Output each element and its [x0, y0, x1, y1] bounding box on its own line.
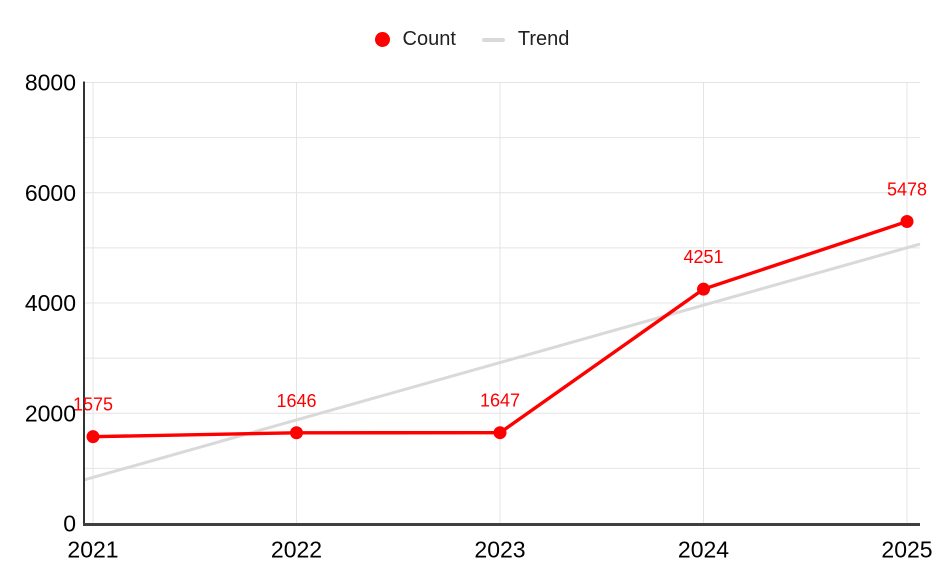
data-label-2021: 1575: [73, 395, 113, 415]
data-point-2024[interactable]: [697, 282, 710, 296]
data-point-2021[interactable]: [86, 430, 100, 444]
data-label-2023: 1647: [480, 391, 520, 411]
legend-label-count: Count: [402, 28, 456, 50]
y-tick-label-6000: 6000: [25, 180, 76, 206]
y-tick-label-4000: 4000: [25, 290, 76, 316]
legend-label-trend: Trend: [517, 28, 570, 50]
x-tick-label-2024: 2024: [678, 537, 729, 563]
y-tick-label-2000: 2000: [25, 400, 76, 426]
data-label-2025: 5478: [887, 180, 927, 200]
data-label-2024: 4251: [683, 247, 723, 267]
data-label-2022: 1646: [276, 391, 316, 411]
x-tick-label-2025: 2025: [881, 537, 932, 563]
y-tick-label-8000: 8000: [25, 70, 76, 96]
trend-line: [83, 242, 921, 482]
trend-series-marker-icon: [481, 37, 505, 42]
y-tick-label-0: 0: [63, 511, 76, 537]
data-point-2025[interactable]: [900, 215, 914, 229]
count-series-marker-icon: [374, 32, 390, 47]
legend: Count Trend: [0, 28, 944, 51]
x-tick-label-2021: 2021: [67, 537, 118, 563]
data-point-2022[interactable]: [290, 426, 303, 440]
x-tick-label-2022: 2022: [271, 537, 322, 563]
x-tick-label-2023: 2023: [474, 537, 525, 563]
data-point-2023[interactable]: [493, 426, 507, 440]
legend-item-trend[interactable]: Trend: [481, 28, 570, 51]
legend-item-count[interactable]: Count: [374, 28, 456, 51]
